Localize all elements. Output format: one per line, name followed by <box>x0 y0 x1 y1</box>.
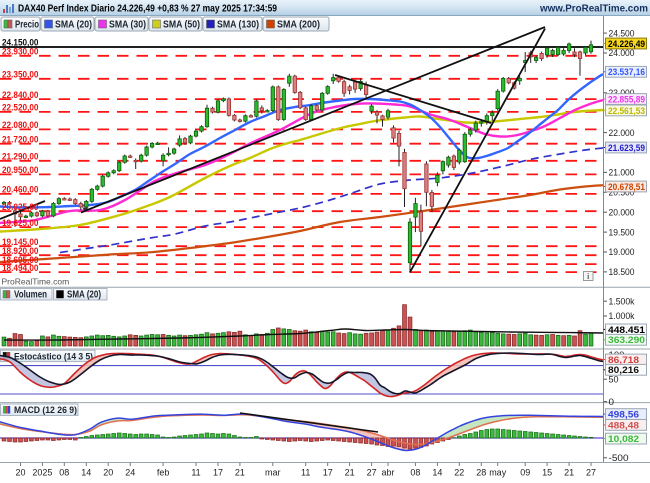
svg-text:SMA (20): SMA (20) <box>55 19 92 30</box>
svg-text:20.025,00: 20.025,00 <box>2 202 39 212</box>
svg-text:SMA (20): SMA (20) <box>67 290 101 301</box>
svg-text:21.720,00: 21.720,00 <box>2 135 39 145</box>
svg-text:18.500: 18.500 <box>609 267 635 277</box>
svg-text:19.145,00: 19.145,00 <box>2 237 39 247</box>
svg-text:23.000: 23.000 <box>609 88 635 98</box>
svg-text:08: 08 <box>59 468 69 478</box>
svg-text:MACD (12 26 9): MACD (12 26 9) <box>14 405 77 416</box>
svg-text:20: 20 <box>15 468 25 478</box>
svg-text:SMA (30): SMA (30) <box>109 19 146 30</box>
svg-text:498,56: 498,56 <box>608 410 639 420</box>
svg-text:18.695,00: 18.695,00 <box>2 255 39 265</box>
svg-text:22.840,00: 22.840,00 <box>2 90 39 100</box>
svg-text:i: i <box>587 272 590 281</box>
svg-text:0: 0 <box>609 397 615 407</box>
svg-text:21: 21 <box>345 468 355 478</box>
svg-text:24.226,49: 24.226,49 <box>608 39 645 49</box>
svg-text:DAX40 Perf Index Diario 24.226: DAX40 Perf Index Diario 24.226,49 +0,83 … <box>18 3 277 15</box>
svg-text:22.520,00: 22.520,00 <box>2 103 39 113</box>
svg-text:10,082: 10,082 <box>608 434 639 444</box>
svg-text:27: 27 <box>367 468 377 478</box>
svg-text:19.500: 19.500 <box>609 227 635 237</box>
svg-text:28: 28 <box>476 468 486 478</box>
svg-text:mar: mar <box>265 468 281 478</box>
svg-text:23.930,00: 23.930,00 <box>2 47 39 57</box>
svg-text:1.000k: 1.000k <box>609 311 635 321</box>
svg-text:17: 17 <box>323 468 333 478</box>
svg-text:Precio: Precio <box>15 19 39 30</box>
svg-text:24.500: 24.500 <box>609 28 635 38</box>
svg-text:11: 11 <box>191 468 200 478</box>
svg-text:11: 11 <box>301 468 310 478</box>
svg-text:www.ProRealTime.com: www.ProRealTime.com <box>539 3 648 15</box>
svg-text:14: 14 <box>81 468 91 478</box>
svg-text:15: 15 <box>542 468 552 478</box>
svg-text:22.000: 22.000 <box>609 128 635 138</box>
svg-text:80,216: 80,216 <box>608 365 639 375</box>
svg-text:86,718: 86,718 <box>608 355 639 365</box>
svg-text:20.500: 20.500 <box>609 188 635 198</box>
svg-text:19.625,00: 19.625,00 <box>2 218 39 228</box>
svg-text:20.678,51: 20.678,51 <box>608 182 645 192</box>
svg-text:24.150,00: 24.150,00 <box>2 38 39 48</box>
svg-text:19.000: 19.000 <box>609 247 635 257</box>
svg-text:feb: feb <box>157 468 170 478</box>
svg-text:21: 21 <box>235 468 245 478</box>
svg-text:22.561,53: 22.561,53 <box>608 106 645 116</box>
svg-text:50: 50 <box>609 374 619 384</box>
svg-text:22: 22 <box>454 468 464 478</box>
svg-text:2025: 2025 <box>32 468 52 478</box>
svg-text:21: 21 <box>564 468 574 478</box>
svg-text:SMA (130): SMA (130) <box>217 19 259 30</box>
svg-text:27: 27 <box>586 468 596 478</box>
svg-text:21.000: 21.000 <box>609 168 635 178</box>
svg-text:20: 20 <box>103 468 113 478</box>
svg-text:17: 17 <box>213 468 223 478</box>
svg-text:24.000: 24.000 <box>609 48 635 58</box>
svg-text:24: 24 <box>125 468 135 478</box>
svg-text:SMA (50): SMA (50) <box>163 19 200 30</box>
svg-text:Volumen: Volumen <box>14 290 47 301</box>
svg-text:SMA (200): SMA (200) <box>277 19 320 30</box>
svg-text:363.290: 363.290 <box>608 335 645 345</box>
svg-text:22.855,89: 22.855,89 <box>608 94 645 104</box>
svg-text:09: 09 <box>520 468 530 478</box>
svg-text:-500: -500 <box>609 453 629 463</box>
svg-text:18.920,00: 18.920,00 <box>2 246 39 256</box>
svg-text:23.350,00: 23.350,00 <box>2 70 39 80</box>
svg-text:488,48: 488,48 <box>608 420 639 430</box>
svg-text:20.950,00: 20.950,00 <box>2 165 39 175</box>
svg-text:abr: abr <box>381 468 394 478</box>
svg-text:Estocástico (14 3 5): Estocástico (14 3 5) <box>14 351 93 362</box>
svg-text:20.000: 20.000 <box>609 207 635 217</box>
svg-text:18.494,00: 18.494,00 <box>2 263 39 273</box>
svg-text:1.500k: 1.500k <box>609 296 635 306</box>
svg-text:21.290,00: 21.290,00 <box>2 152 39 162</box>
svg-text:22.080,00: 22.080,00 <box>2 120 39 130</box>
svg-text:448.451: 448.451 <box>608 325 645 335</box>
svg-text:23.537,16: 23.537,16 <box>608 67 645 77</box>
svg-text:may: may <box>489 468 507 478</box>
svg-text:08: 08 <box>410 468 420 478</box>
svg-text:21.623,59: 21.623,59 <box>608 143 645 153</box>
svg-text:20.460,00: 20.460,00 <box>2 185 39 195</box>
svg-text:ProRealTime.com: ProRealTime.com <box>2 277 70 287</box>
svg-text:14: 14 <box>432 468 442 478</box>
